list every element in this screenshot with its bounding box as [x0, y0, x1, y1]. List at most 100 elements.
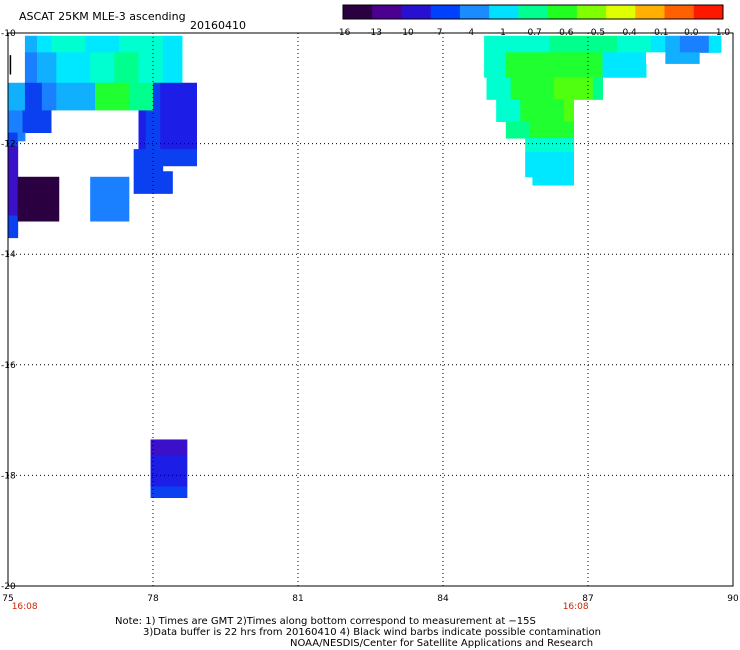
data-cell — [37, 35, 52, 53]
data-cell — [496, 99, 521, 122]
time-label: 16:08 — [12, 602, 38, 612]
data-cell — [150, 439, 188, 457]
x-tick-label: 75 — [2, 594, 13, 604]
data-cell — [90, 176, 130, 222]
date-text: 20160410 — [190, 19, 246, 32]
data-cell — [128, 82, 154, 111]
data-cell — [17, 132, 26, 142]
data-cell — [617, 35, 652, 53]
data-cell — [150, 456, 188, 487]
data-cell — [549, 35, 618, 53]
data-cell — [665, 35, 681, 53]
data-cell — [525, 138, 574, 153]
note-line-1: Note: 1) Times are GMT 2)Times along bot… — [115, 616, 536, 627]
data-cell — [51, 110, 139, 134]
x-tick-label: 87 — [582, 594, 593, 604]
data-cell — [665, 52, 700, 64]
y-tick-label: -18 — [1, 471, 16, 481]
data-cell — [56, 82, 96, 111]
axis-tick-labels: 75 78 81 84 87 90 -10 -12 -14 -16 -18 -20 16:08 16:08 — [1, 29, 739, 612]
note-line-3: NOAA/NESDIS/Center for Satellite Applica… — [290, 638, 594, 649]
data-cell — [51, 35, 86, 53]
data-cell — [8, 215, 19, 239]
data-cell — [162, 35, 183, 53]
data-cell — [133, 171, 173, 194]
data-cell — [532, 176, 574, 186]
data-cell — [530, 121, 574, 139]
data-cell — [8, 82, 26, 111]
data-cell — [8, 110, 23, 134]
note-line-2: 3)Data buffer is 22 hrs from 20160410 4)… — [143, 627, 601, 638]
data-cell — [90, 52, 115, 84]
data-cell — [162, 52, 183, 84]
data-cell — [592, 77, 603, 100]
colorbar-swatch — [430, 5, 461, 19]
data-cell — [114, 52, 139, 84]
data-cell — [554, 77, 594, 100]
data-cell — [138, 52, 164, 84]
colorbar-swatch — [635, 5, 666, 19]
y-tick-label: -14 — [1, 250, 16, 260]
data-cell — [119, 35, 164, 53]
data-cell — [56, 52, 91, 84]
colorbar-swatch — [518, 5, 549, 19]
x-tick-label: 81 — [292, 594, 303, 604]
data-cell — [17, 176, 60, 222]
colorbar-swatch — [489, 5, 519, 19]
data-cell — [24, 52, 38, 84]
data-cell — [153, 82, 161, 111]
data-cell — [160, 110, 197, 150]
map-frame — [7, 32, 734, 587]
data-cell — [145, 110, 161, 150]
colorbar-swatch — [547, 5, 578, 19]
colorbar-swatch — [401, 5, 432, 19]
y-tick-label: -12 — [1, 140, 16, 150]
time-label: 16:08 — [563, 602, 589, 612]
data-cell — [8, 132, 19, 147]
data-cell — [505, 121, 531, 139]
colorbar-swatch — [372, 5, 402, 19]
data-cell — [162, 149, 197, 167]
data-cell — [95, 82, 130, 111]
data-cell — [41, 82, 57, 111]
data-cell — [708, 35, 722, 53]
data-cell — [24, 35, 38, 53]
x-tick-label: 84 — [437, 594, 449, 604]
data-cell — [133, 149, 164, 172]
colorbar-frame — [342, 4, 724, 20]
data-cell — [22, 110, 52, 134]
y-tick-label: -16 — [1, 361, 16, 371]
colorbar-swatch — [576, 5, 607, 19]
colorbar-swatch — [664, 5, 695, 19]
data-cell — [85, 35, 120, 53]
data-cell — [486, 77, 512, 100]
colorbar-swatch — [343, 5, 373, 19]
data-cell — [505, 52, 603, 78]
data-cell — [24, 82, 43, 111]
data-cell — [525, 151, 574, 178]
data-cell — [138, 110, 147, 150]
data-cell — [484, 35, 550, 53]
colorbar-swatch — [606, 5, 636, 19]
data-cell — [602, 52, 647, 78]
data-cell — [37, 52, 57, 84]
data-cell — [8, 146, 19, 178]
title-text: ASCAT 25KM MLE-3 ascending — [19, 10, 186, 23]
colorbar-swatch — [693, 5, 724, 19]
data-cell — [650, 35, 666, 53]
x-tick-label: 78 — [147, 594, 159, 604]
data-cell — [679, 35, 710, 53]
x-tick-label: 90 — [727, 594, 739, 604]
data-cell — [510, 77, 555, 100]
data-cell — [150, 486, 188, 499]
data-cell — [520, 99, 565, 122]
colorbar-swatch — [459, 5, 490, 19]
data-cell — [160, 82, 197, 111]
data-cell — [484, 52, 507, 78]
data-cell — [563, 99, 574, 122]
data-cell — [8, 176, 19, 216]
y-tick-label: -10 — [1, 29, 16, 39]
data-cells — [8, 35, 722, 499]
data-cell — [646, 52, 666, 64]
